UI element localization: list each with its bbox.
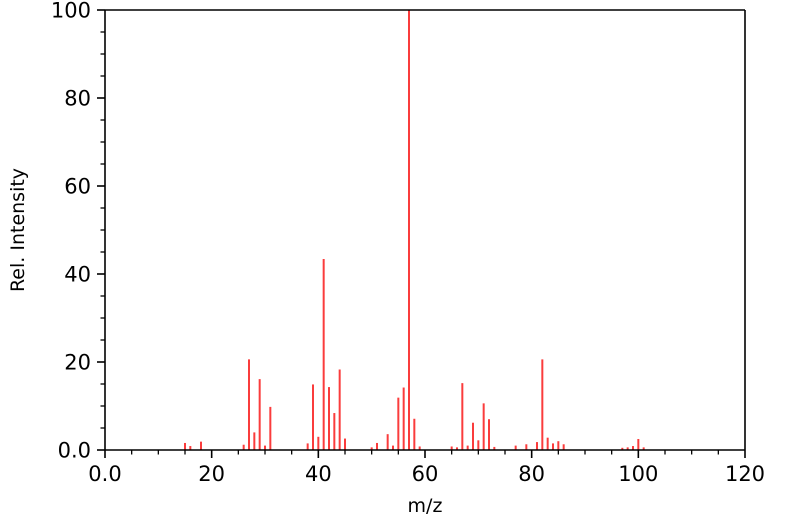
y-tick-label: 20 xyxy=(64,351,91,375)
y-tick-label: 0.0 xyxy=(58,439,91,463)
x-axis-label: m/z xyxy=(408,495,443,516)
y-tick-label: 100 xyxy=(51,0,91,23)
y-tick-label: 80 xyxy=(64,87,91,111)
y-tick-label: 40 xyxy=(64,263,91,287)
x-tick-label: 20 xyxy=(198,462,225,486)
x-tick-label: 40 xyxy=(305,462,332,486)
x-tick-label: 60 xyxy=(412,462,439,486)
y-tick-label: 60 xyxy=(64,175,91,199)
tick-labels: 0.0 20 40 60 80 100 120 0.0 20 40 60 80 100 xyxy=(51,0,765,486)
peak-series xyxy=(184,10,645,450)
x-tick-label: 0.0 xyxy=(88,462,121,486)
x-tick-label: 100 xyxy=(618,462,658,486)
y-axis-label: Rel. Intensity xyxy=(7,168,29,292)
x-tick-label: 120 xyxy=(725,462,765,486)
axes xyxy=(97,9,746,458)
x-tick-label: 80 xyxy=(518,462,545,486)
